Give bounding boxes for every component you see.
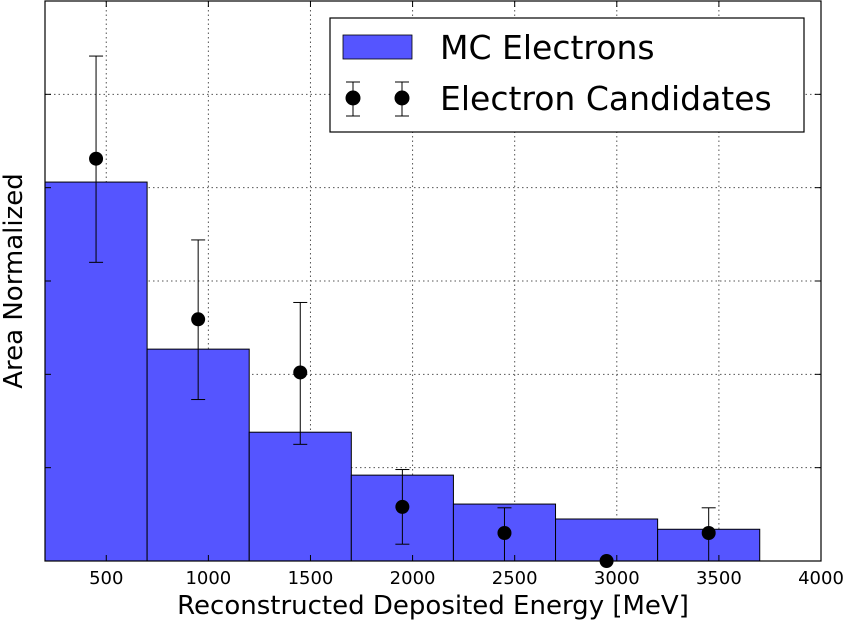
x-tick-label: 3000 xyxy=(594,568,640,589)
x-tick-label: 1000 xyxy=(185,568,231,589)
legend-label-electron-candidates: Electron Candidates xyxy=(440,79,772,118)
x-tick-label: 2000 xyxy=(390,568,436,589)
data-point xyxy=(293,365,308,380)
y-axis-label: Area Normalized xyxy=(0,173,29,389)
data-point xyxy=(497,526,512,540)
x-tick-label: 2500 xyxy=(492,568,538,589)
axis-ticks: 500 1000 1500 2000 2500 3000 3500 4000 xyxy=(45,0,844,589)
x-axis-label: Reconstructed Deposited Energy [MeV] xyxy=(177,591,689,621)
data-point xyxy=(191,312,206,327)
legend-swatch-mc-electrons xyxy=(342,34,413,60)
data-point xyxy=(701,526,716,540)
legend: MC Electrons Electron Candidates xyxy=(329,17,805,133)
errorbar-point xyxy=(191,239,206,401)
errorbar-point xyxy=(89,55,104,263)
x-tick-label: 500 xyxy=(89,568,123,589)
errorbar-point xyxy=(293,301,308,445)
electron-candidates-errorbars xyxy=(89,55,716,568)
x-tick-label: 4000 xyxy=(798,568,844,589)
data-point xyxy=(395,499,410,514)
x-tick-label: 3500 xyxy=(696,568,742,589)
data-point xyxy=(89,151,104,166)
errorbar-point xyxy=(395,469,410,545)
errorbar-point xyxy=(497,507,512,562)
legend-marker-electron-candidates xyxy=(345,81,410,117)
histogram-bar xyxy=(248,431,352,562)
legend-label-mc-electrons: MC Electrons xyxy=(440,28,655,67)
x-tick-label: 1500 xyxy=(288,568,334,589)
